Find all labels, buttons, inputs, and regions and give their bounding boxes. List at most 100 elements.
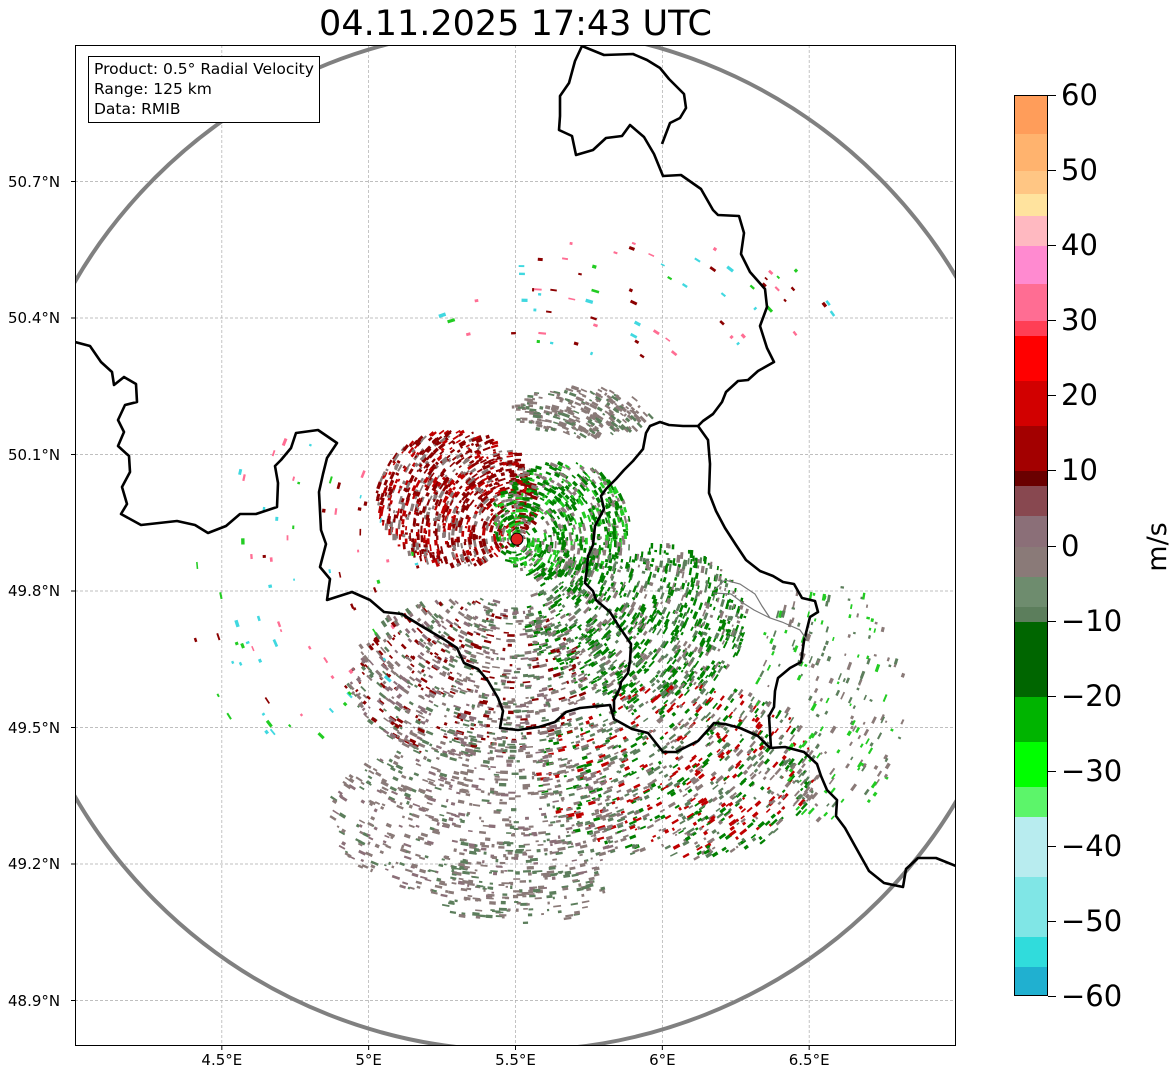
velocity-gate	[401, 815, 406, 819]
velocity-gate	[466, 446, 470, 450]
velocity-gate	[480, 506, 487, 514]
velocity-gate	[441, 670, 447, 676]
velocity-gate	[489, 676, 495, 679]
velocity-gate	[545, 594, 555, 602]
velocity-gate	[526, 502, 532, 508]
velocity-gate	[423, 641, 427, 645]
velocity-gate	[687, 550, 691, 554]
velocity-gate	[668, 563, 672, 573]
velocity-gate	[494, 545, 501, 553]
velocity-gate	[559, 626, 569, 634]
velocity-gate	[768, 830, 774, 836]
velocity-gate	[741, 631, 746, 638]
velocity-gate	[474, 504, 478, 508]
velocity-gate	[688, 682, 693, 688]
velocity-gate	[568, 666, 577, 672]
velocity-gate	[486, 723, 491, 728]
velocity-gate	[451, 515, 455, 519]
velocity-gate	[481, 618, 487, 624]
velocity-gate	[596, 502, 601, 508]
velocity-gate	[483, 459, 492, 466]
velocity-gate	[438, 429, 445, 435]
velocity-gate	[594, 605, 599, 611]
velocity-gate	[439, 450, 445, 455]
velocity-gate	[697, 585, 700, 590]
velocity-gate	[605, 617, 613, 625]
velocity-gate	[604, 840, 609, 845]
velocity-gate	[411, 813, 420, 819]
velocity-gate	[504, 497, 513, 503]
velocity-gate	[659, 671, 665, 678]
velocity-gate	[663, 773, 669, 778]
velocity-gate	[712, 784, 719, 790]
velocity-gate	[580, 686, 586, 691]
velocity-gate	[683, 672, 690, 680]
velocity-gate	[652, 627, 657, 634]
velocity-gate	[568, 522, 573, 526]
velocity-gate	[552, 805, 556, 809]
velocity-gate	[447, 635, 456, 643]
velocity-gate	[657, 785, 662, 790]
velocity-gate	[579, 665, 585, 670]
velocity-gate	[488, 553, 494, 559]
velocity-gate	[617, 675, 624, 682]
velocity-gate	[481, 635, 486, 639]
velocity-gate	[690, 626, 694, 632]
velocity-gate	[397, 478, 401, 482]
velocity-gate	[555, 531, 560, 536]
velocity-gate	[441, 625, 447, 630]
velocity-gate	[408, 443, 414, 448]
velocity-gate	[492, 449, 496, 452]
velocity-gate	[542, 783, 551, 787]
velocity-gate	[548, 687, 554, 691]
velocity-gate	[577, 588, 583, 595]
velocity-gate	[739, 828, 748, 836]
velocity-gate	[540, 515, 545, 521]
velocity-gate	[402, 444, 410, 452]
velocity-gate	[516, 464, 523, 467]
velocity-gate	[636, 654, 641, 660]
velocity-gate	[398, 534, 401, 540]
velocity-gate	[736, 771, 744, 778]
velocity-gate	[478, 495, 482, 500]
velocity-gate	[502, 647, 506, 652]
velocity-gate	[578, 722, 584, 726]
velocity-gate	[473, 435, 481, 440]
velocity-gate	[537, 509, 544, 515]
velocity-gate	[548, 739, 553, 743]
velocity-gate	[360, 858, 365, 863]
velocity-gate	[438, 550, 442, 554]
velocity-gate	[530, 468, 537, 473]
velocity-gate	[567, 484, 571, 488]
velocity-gate	[505, 622, 513, 625]
velocity-gate	[489, 648, 495, 652]
velocity-gate	[623, 664, 629, 669]
velocity-gate	[538, 475, 547, 480]
velocity-gate	[542, 549, 547, 555]
velocity-gate	[608, 510, 611, 514]
velocity-gate	[391, 790, 398, 796]
velocity-gate	[665, 597, 671, 604]
velocity-gate	[499, 801, 507, 805]
velocity-gate	[556, 508, 562, 514]
velocity-gate	[606, 689, 614, 696]
velocity-gate	[495, 792, 501, 796]
velocity-gate	[485, 522, 490, 531]
velocity-gate	[459, 517, 464, 526]
velocity-gate	[612, 525, 617, 535]
velocity-gate	[554, 523, 559, 529]
velocity-gate	[516, 500, 520, 505]
velocity-gate	[431, 437, 438, 444]
velocity-gate	[409, 532, 411, 541]
velocity-gate	[431, 505, 435, 510]
velocity-gate	[429, 651, 434, 656]
velocity-gate	[566, 586, 572, 593]
velocity-gate	[391, 637, 396, 641]
velocity-gate	[432, 517, 436, 522]
velocity-gate	[433, 489, 437, 495]
velocity-gate	[437, 498, 443, 507]
velocity-gate	[418, 468, 423, 473]
velocity-gate	[392, 510, 396, 514]
velocity-gate	[662, 681, 670, 689]
